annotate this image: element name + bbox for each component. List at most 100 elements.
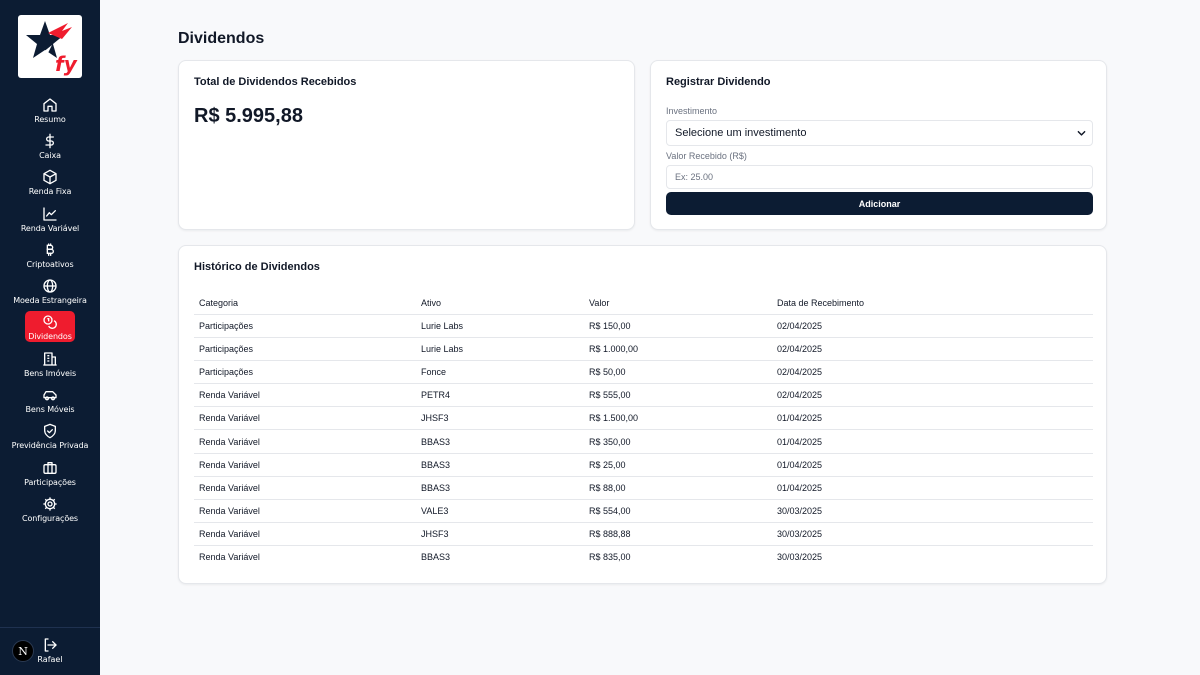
table-row: Renda Variável BBAS3 R$ 350,00 01/04/2025 (194, 430, 1093, 454)
car-icon (42, 387, 58, 403)
table-row: Renda Variável BBAS3 R$ 88,00 01/04/2025 (194, 477, 1093, 500)
cell-asset: Lurie Labs (421, 321, 464, 332)
cell-asset: BBAS3 (421, 482, 451, 493)
sidebar-item-resumo[interactable]: Resumo (0, 92, 100, 128)
cell-date: 02/04/2025 (777, 344, 823, 355)
cell-date: 02/04/2025 (777, 367, 823, 378)
column-header: Valor (589, 297, 610, 308)
cell-category: Renda Variável (199, 552, 260, 563)
sidebar-item-label: Participações (24, 477, 76, 487)
sidebar-item-bens-moveis[interactable]: Bens Móveis (0, 382, 100, 418)
table-row: Participações Lurie Labs R$ 150,00 02/04/20… (194, 315, 1093, 339)
add-dividend-button[interactable]: Adicionar (666, 192, 1093, 215)
investment-select[interactable]: Selecione um investimento (666, 120, 1093, 146)
value-label: Valor Recebido (R$) (666, 151, 747, 161)
sidebar-item-moeda-estrangeira[interactable]: Moeda Estrangeira (0, 273, 100, 309)
cell-category: Renda Variável (199, 436, 260, 447)
investment-select-value: Selecione um investimento (675, 127, 807, 139)
cell-category: Renda Variável (199, 482, 260, 493)
sidebar-item-label: Bens Imóveis (23, 368, 77, 378)
box-icon (42, 169, 58, 185)
card-title: Total de Dividendos Recebidos (194, 76, 357, 88)
table-row: Participações Fonce R$ 50,00 02/04/2025 (194, 361, 1093, 385)
cell-asset: BBAS3 (421, 552, 451, 563)
column-header: Data de Recebimento (777, 297, 865, 308)
total-dividends-card: Total de Dividendos Recebidos R$ 5.995,8… (178, 60, 635, 230)
avatar[interactable]: N (12, 640, 34, 662)
briefcase-icon (42, 460, 58, 476)
dollar-icon (42, 133, 58, 149)
sidebar-item-criptoativos[interactable]: Criptoativos (0, 237, 100, 273)
user-name: Rafael (37, 655, 63, 664)
cell-category: Participações (199, 321, 254, 332)
sidebar-item-participacoes[interactable]: Participações (0, 455, 100, 491)
home-icon (42, 97, 58, 113)
cell-value: R$ 50,00 (589, 367, 626, 378)
dividend-history-card: Histórico de Dividendos Categoria Ativo … (178, 245, 1107, 584)
cell-date: 30/03/2025 (777, 505, 823, 516)
sidebar-item-label: Caixa (39, 150, 61, 160)
table-row: Renda Variável PETR4 R$ 555,00 02/04/2025 (194, 384, 1093, 408)
cell-value: R$ 888,88 (589, 528, 631, 539)
cell-value: R$ 350,00 (589, 436, 631, 447)
cell-category: Participações (199, 344, 254, 355)
cell-value: R$ 88,00 (589, 482, 626, 493)
table-row: Renda Variável BBAS3 R$ 25,00 01/04/2025 (194, 454, 1093, 477)
cell-value: R$ 25,00 (589, 459, 626, 470)
sidebar-divider (0, 627, 100, 628)
column-header: Categoria (199, 297, 239, 308)
table-row: Renda Variável BBAS3 R$ 835,00 30/03/2025 (194, 546, 1093, 569)
cell-category: Participações (199, 367, 254, 378)
cell-category: Renda Variável (199, 390, 260, 401)
table-header: Categoria Ativo Valor Data de Recebiment… (194, 291, 1093, 315)
cell-value: R$ 835,00 (589, 552, 631, 563)
cell-date: 01/04/2025 (777, 436, 823, 447)
cell-category: Renda Variável (199, 528, 260, 539)
sidebar-item-label: Renda Variável (20, 223, 80, 233)
line-chart-icon (42, 206, 58, 222)
cell-asset: Lurie Labs (421, 344, 464, 355)
app-logo[interactable]: fy (18, 15, 82, 78)
cell-asset: BBAS3 (421, 459, 451, 470)
card-title: Registrar Dividendo (666, 76, 771, 88)
cell-asset: BBAS3 (421, 436, 451, 447)
sidebar-item-caixa[interactable]: Caixa (0, 128, 100, 164)
cell-date: 02/04/2025 (777, 390, 823, 401)
svg-text:fy: fy (55, 52, 78, 76)
cell-asset: JHSF3 (421, 528, 449, 539)
cell-date: 30/03/2025 (777, 552, 823, 563)
sidebar-item-label: Bens Móveis (25, 405, 75, 415)
sidebar-item-dividendos[interactable]: Dividendos (0, 310, 100, 346)
sidebar-item-previdencia-privada[interactable]: Previdência Privada (0, 419, 100, 455)
sidebar-item-label: Criptoativos (26, 259, 74, 269)
cell-date: 01/04/2025 (777, 459, 823, 470)
cell-date: 01/04/2025 (777, 482, 823, 493)
table-row: Renda Variável JHSF3 R$ 888,88 30/03/2025 (194, 523, 1093, 546)
register-dividend-card: Registrar Dividendo Investimento Selecio… (650, 60, 1107, 230)
sidebar-item-configuracoes[interactable]: Configurações (0, 491, 100, 527)
page-title: Dividendos (178, 30, 265, 47)
logout-icon[interactable] (42, 637, 58, 653)
cell-value: R$ 1.000,00 (589, 344, 639, 355)
sidebar-item-renda-fixa[interactable]: Renda Fixa (0, 165, 100, 201)
cell-value: R$ 1.500,00 (589, 413, 639, 424)
cell-category: Renda Variável (199, 505, 260, 516)
sidebar-item-label: Resumo (34, 114, 66, 124)
cell-value: R$ 554,00 (589, 505, 631, 516)
sidebar-item-label: Dividendos (28, 332, 72, 342)
cell-asset: JHSF3 (421, 413, 449, 424)
cell-value: R$ 555,00 (589, 390, 631, 401)
building-icon (42, 351, 58, 367)
sidebar-item-renda-variavel[interactable]: Renda Variável (0, 201, 100, 237)
cell-date: 30/03/2025 (777, 528, 823, 539)
sidebar-item-label: Renda Fixa (28, 187, 72, 197)
total-dividends-value: R$ 5.995,88 (194, 105, 303, 127)
bitcoin-icon (42, 242, 58, 258)
value-input[interactable] (666, 165, 1093, 189)
shield-icon (42, 423, 58, 439)
table-row: Renda Variável JHSF3 R$ 1.500,00 01/04/2025 (194, 407, 1093, 431)
cell-date: 02/04/2025 (777, 321, 823, 332)
sidebar-item-bens-imoveis[interactable]: Bens Imóveis (0, 346, 100, 382)
dividend-history-table: Categoria Ativo Valor Data de Recebiment… (194, 291, 1093, 569)
chevron-down-icon (1077, 130, 1086, 136)
